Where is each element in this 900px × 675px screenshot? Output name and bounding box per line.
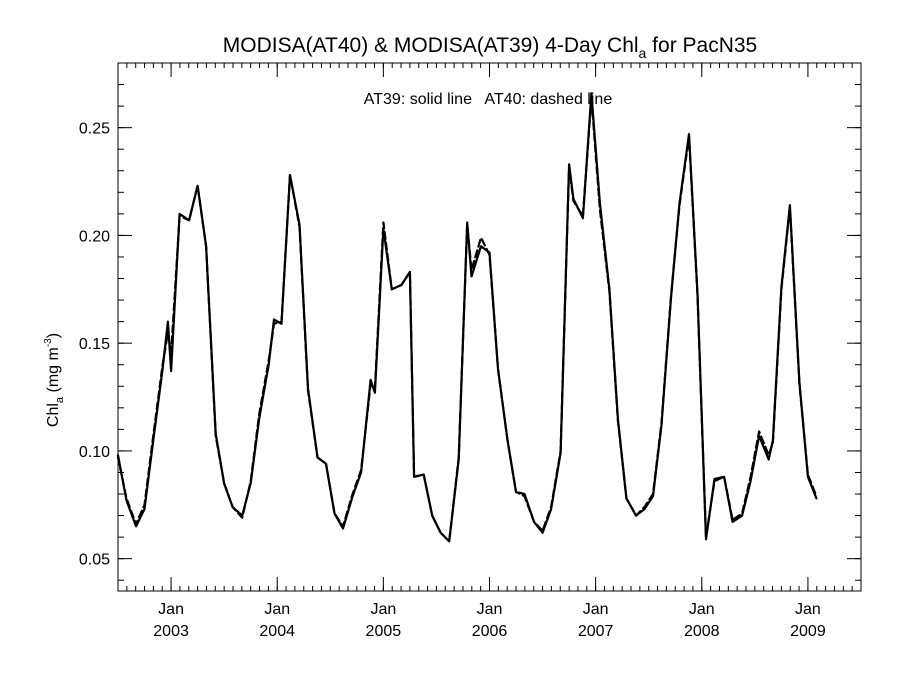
x-tick-month-label: Jan — [795, 601, 821, 618]
chart-title-subscript: a — [639, 45, 647, 61]
x-tick-year-label: 2008 — [684, 623, 720, 640]
chart-title-main: MODISA(AT40) & MODISA(AT39) 4-Day Chl — [223, 34, 639, 57]
x-tick-month-label: Jan — [689, 601, 715, 618]
x-tick-month-label: Jan — [477, 601, 503, 618]
y-tick-label: 0.05 — [79, 552, 110, 569]
series-line-at40 — [116, 96, 818, 543]
minor-ticks — [117, 63, 862, 591]
x-tick-year-label: 2005 — [366, 623, 402, 640]
x-tick-year-label: 2004 — [259, 623, 295, 640]
y-axis-label: Chla (mg m-3) — [43, 333, 66, 427]
legend-annotation: AT39: solid line AT40: dashed line — [364, 91, 613, 108]
series-layer — [116, 92, 818, 543]
x-tick-year-label: 2003 — [153, 623, 189, 640]
chart-title: MODISA(AT40) & MODISA(AT39) 4-Day Chla f… — [223, 34, 757, 61]
x-tick-month-label: Jan — [583, 601, 609, 618]
x-tick-year-label: 2007 — [578, 623, 614, 640]
x-tick-year-label: 2009 — [790, 623, 826, 640]
y-axis-label-superscript: -3 — [43, 338, 54, 347]
x-axis: Jan 2003 Jan 2004 Jan 2005 Jan 2006 Jan 2007 Jan 20… — [153, 63, 826, 640]
y-axis-label-unit: (mg m — [45, 347, 62, 397]
plot-frame — [117, 62, 862, 592]
y-tick-label: 0.25 — [79, 121, 110, 138]
y-axis-label-subscript: a — [54, 396, 66, 403]
y-axis: 0.05 0.10 0.15 0.20 0.25 — [79, 121, 861, 569]
x-tick-month-label: Jan — [370, 601, 396, 618]
chart-title-suffix: for PacN35 — [646, 34, 757, 57]
y-tick-label: 0.15 — [79, 336, 110, 353]
y-axis-label-main: Chl — [45, 403, 62, 427]
y-tick-label: 0.20 — [79, 228, 110, 245]
x-tick-month-label: Jan — [264, 601, 290, 618]
x-tick-month-label: Jan — [158, 601, 184, 618]
x-tick-year-label: 2006 — [472, 623, 508, 640]
y-axis-label-close: ) — [45, 333, 62, 338]
y-tick-label: 0.10 — [79, 444, 110, 461]
